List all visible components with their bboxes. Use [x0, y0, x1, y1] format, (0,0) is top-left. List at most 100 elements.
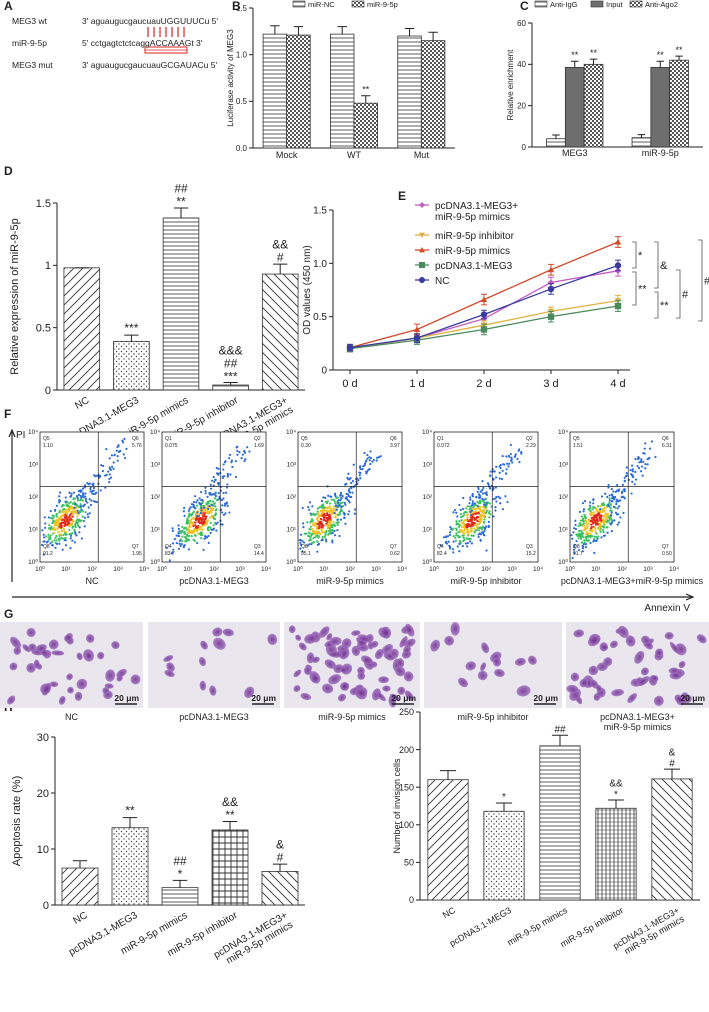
event-dot	[600, 536, 603, 539]
event-dot	[621, 490, 624, 493]
event-dot	[473, 518, 476, 522]
significance-label: **	[125, 804, 135, 818]
bar	[63, 267, 101, 391]
event-dot	[604, 513, 607, 516]
event-dot	[306, 521, 309, 524]
bracket	[632, 271, 637, 306]
quadrant-name: Q2	[254, 436, 261, 442]
event-dot	[368, 467, 371, 471]
event-dot	[508, 462, 511, 465]
event-dot	[202, 548, 205, 551]
event-dot	[230, 461, 233, 464]
event-dot	[489, 470, 492, 473]
event-dot	[298, 539, 301, 542]
event-dot	[181, 529, 184, 533]
event-dot	[54, 508, 57, 512]
event-dot	[376, 456, 379, 459]
event-dot	[582, 510, 585, 513]
event-dot	[204, 492, 207, 495]
bracket-label: **	[660, 300, 669, 312]
event-dot	[323, 518, 326, 521]
cell	[300, 692, 312, 701]
event-dot	[601, 510, 604, 513]
significance-label: && **	[222, 795, 238, 822]
event-dot	[466, 504, 469, 508]
event-dot	[205, 522, 208, 525]
event-dot	[217, 491, 220, 495]
legend-label: NC	[435, 276, 449, 287]
event-dot	[215, 529, 218, 532]
event-dot	[636, 465, 639, 468]
event-dot	[243, 459, 246, 463]
cell	[22, 644, 31, 653]
quadrant-name: Q4	[437, 544, 444, 550]
event-dot	[475, 504, 478, 507]
event-dot	[49, 537, 52, 541]
event-dot	[602, 525, 605, 528]
event-dot	[492, 515, 495, 518]
event-dot	[76, 509, 79, 512]
significance-label: ## *	[173, 854, 187, 881]
event-dot	[572, 531, 575, 534]
event-dot	[212, 475, 215, 479]
event-dot	[361, 467, 364, 471]
error-bar	[173, 207, 189, 218]
event-dot	[192, 500, 196, 504]
event-dot	[44, 522, 47, 525]
event-dot	[449, 531, 452, 534]
event-dot	[485, 511, 488, 514]
cell	[318, 626, 330, 638]
event-dot	[343, 512, 346, 515]
event-dot	[460, 519, 463, 522]
event-dot	[363, 462, 367, 465]
event-dot	[231, 465, 234, 469]
event-dot	[215, 522, 218, 526]
event-dot	[371, 460, 374, 463]
cell	[573, 629, 585, 638]
event-dot	[71, 515, 74, 518]
event-dot	[79, 499, 82, 502]
bar	[583, 63, 604, 148]
event-dot	[108, 457, 111, 460]
event-dot	[72, 491, 76, 494]
scale-label: 20 μm	[533, 693, 558, 703]
event-dot	[455, 511, 458, 514]
event-dot	[49, 542, 52, 545]
event-dot	[478, 499, 482, 502]
event-dot	[180, 543, 183, 546]
event-dot	[617, 490, 620, 493]
event-dot	[87, 515, 90, 519]
event-dot	[336, 505, 339, 508]
event-dot	[226, 475, 229, 478]
event-dot	[101, 469, 105, 473]
cell	[329, 636, 342, 646]
event-dot	[469, 498, 472, 501]
event-dot	[495, 500, 498, 503]
event-dot	[589, 532, 592, 535]
event-dot	[473, 523, 477, 527]
bracket	[654, 241, 659, 289]
event-dot	[458, 524, 461, 527]
event-dot	[87, 506, 90, 509]
event-dot	[346, 476, 349, 480]
event-dot	[341, 510, 344, 513]
quadrant-name: Q6	[132, 436, 139, 442]
event-dot	[83, 516, 86, 519]
significance-label: && #	[272, 237, 288, 264]
event-dot	[606, 513, 609, 516]
event-dot	[470, 522, 473, 525]
event-dot	[584, 545, 587, 549]
y-tick-label: 0	[43, 900, 49, 912]
cell	[640, 667, 649, 676]
event-dot	[58, 495, 61, 498]
event-dot	[572, 548, 576, 551]
cell	[293, 669, 302, 678]
event-dot	[624, 474, 628, 478]
event-dot	[196, 541, 199, 545]
significance-label: & #	[276, 838, 284, 865]
event-dot	[193, 528, 196, 531]
event-dot	[226, 483, 229, 486]
event-dot	[322, 508, 326, 511]
event-dot	[513, 455, 516, 458]
